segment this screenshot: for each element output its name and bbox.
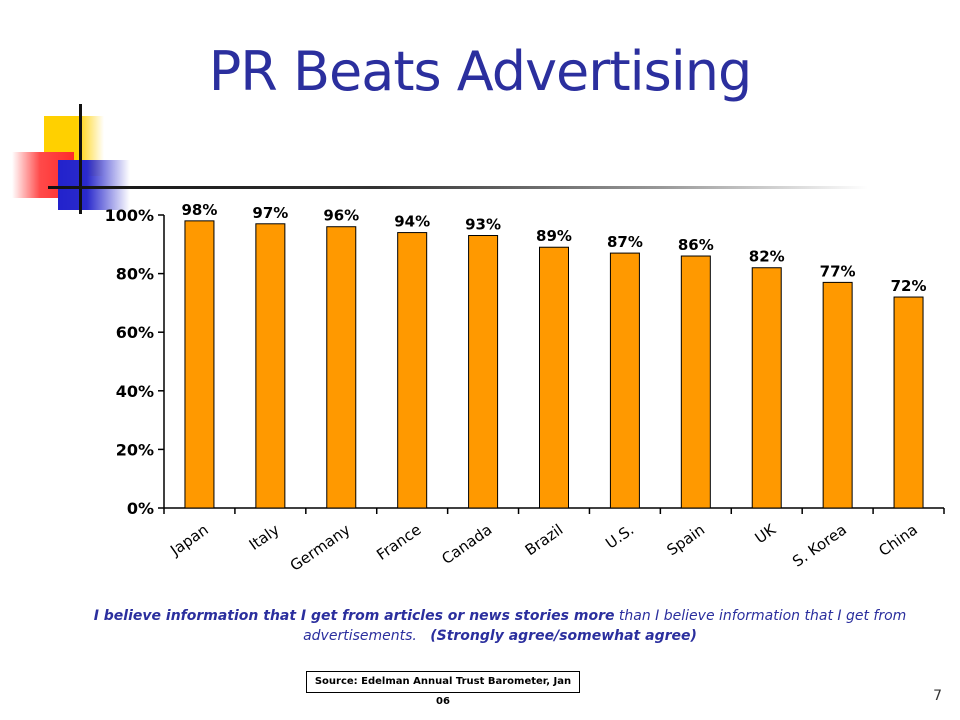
category-label: UK: [752, 520, 780, 547]
bar-chart: 0% 20% 40% 60% 80% 100% 98% Japan 97% Italy 96% Ger…: [105, 201, 945, 575]
category-label: Japan: [166, 521, 211, 560]
y-tick-label: 80%: [116, 265, 154, 284]
caption-bold-part: I believe information that I get from ar…: [93, 608, 615, 624]
decorative-vertical-line: [79, 104, 82, 214]
category-label: U.S.: [602, 521, 637, 553]
bar: [255, 223, 286, 509]
caption-response-part: (Strongly agree/somewhat agree): [430, 628, 697, 644]
y-tick-label: 100%: [105, 206, 154, 225]
data-label: 97%: [252, 204, 288, 222]
category-label: France: [373, 521, 424, 564]
category-label: China: [875, 521, 920, 560]
category-label: Spain: [663, 521, 708, 560]
data-label: 77%: [820, 262, 856, 280]
data-label: 72%: [891, 277, 927, 295]
source-note: Source: Edelman Annual Trust Barometer, …: [306, 671, 580, 707]
category-label: Germany: [287, 520, 354, 574]
chart-caption: I believe information that I get from ar…: [80, 606, 920, 646]
caption-normal-part: than I believe information that I get fr…: [303, 608, 907, 644]
data-label: 89%: [536, 227, 572, 245]
bar: [751, 267, 782, 509]
y-tick-label: 20%: [116, 440, 154, 459]
bar: [609, 252, 640, 509]
bar: [468, 235, 499, 509]
bar: [397, 232, 428, 509]
data-label: 82%: [749, 248, 785, 266]
slide-title: PR Beats Advertising: [208, 40, 753, 103]
data-label: 87%: [607, 233, 643, 251]
bar: [893, 296, 924, 509]
data-label: 96%: [323, 207, 359, 225]
bar: [680, 255, 711, 509]
decorative-horizontal-line: [48, 186, 868, 189]
y-tick-label: 0%: [127, 499, 154, 518]
category-label: Italy: [246, 520, 283, 553]
category-label: S. Korea: [789, 521, 850, 571]
data-label: 93%: [465, 216, 501, 234]
y-tick-label: 40%: [116, 382, 154, 401]
data-label: 86%: [678, 236, 714, 254]
category-label: Canada: [438, 521, 495, 568]
bar: [822, 281, 853, 509]
bar: [184, 220, 215, 509]
page-number: 7: [933, 688, 942, 704]
decorative-blue-square: [58, 160, 130, 210]
data-label: 98%: [182, 201, 218, 219]
category-label: Brazil: [522, 521, 567, 560]
data-label: 94%: [394, 213, 430, 231]
bar: [539, 246, 569, 509]
bar: [326, 226, 357, 509]
y-tick-label: 60%: [116, 323, 154, 342]
